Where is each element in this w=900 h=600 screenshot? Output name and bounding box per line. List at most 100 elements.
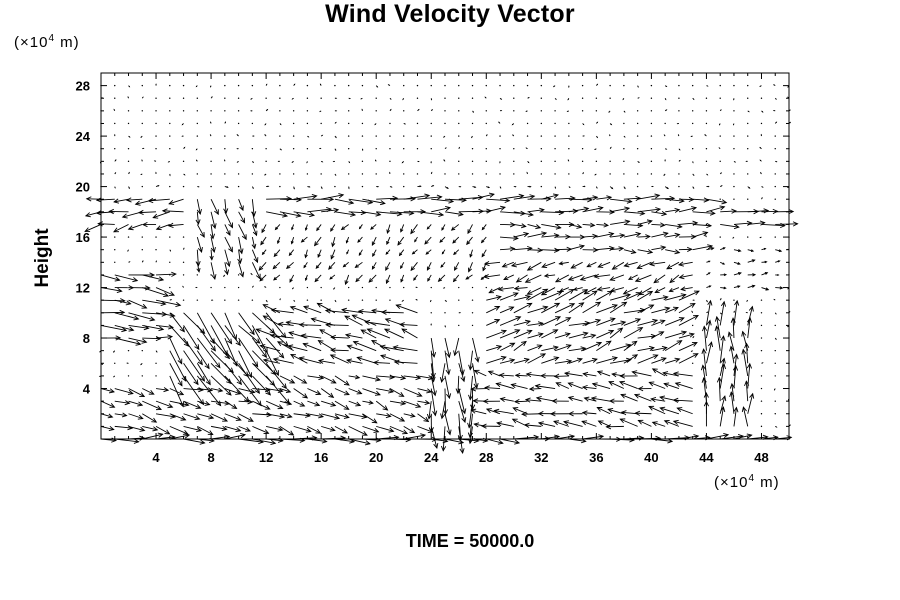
wind-vector bbox=[393, 346, 418, 352]
vector-arrowhead bbox=[494, 306, 501, 311]
wind-vector bbox=[486, 345, 502, 352]
vector-arrowhead bbox=[692, 187, 695, 190]
vector-arrowhead bbox=[215, 362, 221, 369]
vector-dot bbox=[114, 84, 116, 87]
wind-vector bbox=[513, 302, 532, 314]
vector-arrowhead bbox=[361, 413, 368, 419]
wind-vector bbox=[559, 287, 570, 292]
vector-arrowhead bbox=[334, 414, 341, 420]
wind-vector bbox=[620, 418, 638, 427]
vector-arrowhead bbox=[537, 247, 544, 253]
wind-vector bbox=[412, 249, 418, 255]
wind-vector bbox=[210, 375, 232, 396]
vector-arrowhead bbox=[634, 410, 641, 416]
wind-vector bbox=[329, 274, 336, 280]
vector-arrowhead bbox=[267, 185, 270, 188]
vector-arrowhead bbox=[487, 370, 494, 376]
vector-arrowhead bbox=[663, 174, 665, 177]
vector-arrowhead bbox=[720, 300, 727, 307]
vector-dot bbox=[320, 286, 322, 289]
wind-vector bbox=[666, 261, 680, 270]
wind-vector bbox=[541, 291, 563, 301]
vector-arrowhead bbox=[446, 429, 452, 436]
vector-arrowhead bbox=[178, 390, 185, 396]
vector-dot bbox=[554, 122, 556, 125]
vector-arrowhead bbox=[610, 146, 612, 149]
vector-arrowhead bbox=[608, 329, 615, 335]
vector-dot bbox=[568, 173, 570, 175]
vector-arrowhead bbox=[457, 211, 464, 217]
wind-vector bbox=[142, 400, 162, 410]
vector-arrowhead bbox=[303, 265, 307, 269]
vector-arrowhead bbox=[626, 357, 632, 363]
vector-arrowhead bbox=[101, 363, 104, 365]
vector-arrowhead bbox=[551, 398, 558, 404]
wind-vector bbox=[114, 198, 129, 203]
vector-arrowhead bbox=[651, 421, 658, 427]
wind-vector bbox=[678, 222, 698, 225]
y-tick-label: 4 bbox=[83, 382, 91, 397]
wind-vector bbox=[100, 400, 115, 408]
vector-arrowhead bbox=[789, 424, 791, 426]
vector-arrowhead bbox=[430, 372, 436, 379]
x-tick-label: 12 bbox=[259, 450, 273, 465]
vector-dot bbox=[127, 160, 130, 163]
wind-vector bbox=[469, 413, 473, 438]
wind-vector bbox=[334, 198, 354, 204]
wind-vector bbox=[527, 322, 543, 326]
wind-vector bbox=[623, 354, 638, 364]
vector-dot bbox=[210, 286, 212, 289]
vector-arrowhead bbox=[278, 352, 285, 359]
wind-vector bbox=[155, 299, 181, 306]
vector-dot bbox=[292, 173, 295, 175]
vector-arrowhead bbox=[311, 193, 318, 200]
vector-arrowhead bbox=[410, 413, 416, 418]
wind-vector bbox=[321, 400, 336, 407]
vector-arrowhead bbox=[680, 286, 686, 292]
vector-arrowhead bbox=[426, 226, 430, 230]
vector-arrowhead bbox=[592, 195, 599, 201]
vector-arrowhead bbox=[258, 265, 264, 271]
vector-arrowhead bbox=[482, 398, 489, 404]
vector-arrowhead bbox=[400, 278, 404, 283]
vector-dot bbox=[182, 97, 185, 99]
wind-vector bbox=[747, 259, 755, 263]
wind-vector bbox=[330, 249, 336, 259]
vector-arrowhead bbox=[124, 400, 131, 406]
vector-arrowhead bbox=[109, 403, 116, 408]
vector-arrowhead bbox=[777, 260, 781, 263]
vector-dot bbox=[513, 97, 515, 99]
vector-dot bbox=[691, 148, 694, 150]
wind-vector bbox=[334, 413, 349, 418]
wind-vector bbox=[128, 425, 145, 431]
vector-arrowhead bbox=[310, 317, 317, 323]
vector-arrowhead bbox=[663, 382, 670, 388]
vector-arrowhead bbox=[164, 429, 171, 435]
wind-vector bbox=[197, 388, 213, 391]
vector-dot bbox=[224, 110, 226, 112]
vector-arrowhead bbox=[569, 303, 576, 308]
wind-vector bbox=[169, 325, 189, 347]
vector-dot bbox=[760, 299, 763, 301]
vector-arrowhead bbox=[608, 398, 615, 404]
wind-vector bbox=[380, 345, 404, 352]
wind-vector bbox=[703, 326, 707, 351]
wind-vector bbox=[665, 294, 686, 301]
vector-arrowhead bbox=[627, 275, 633, 280]
vector-dot bbox=[581, 97, 584, 99]
wind-vector bbox=[275, 224, 281, 230]
vector-arrowhead bbox=[706, 300, 708, 303]
wind-vector bbox=[706, 198, 727, 203]
vector-dot bbox=[568, 148, 570, 150]
wind-vector bbox=[527, 209, 544, 213]
wind-vector bbox=[559, 261, 569, 265]
vector-arrowhead bbox=[470, 404, 476, 411]
vector-dot bbox=[306, 84, 309, 87]
vector-dot bbox=[733, 173, 735, 175]
vector-arrowhead bbox=[439, 377, 445, 383]
vector-arrowhead bbox=[744, 342, 750, 349]
vector-arrowhead bbox=[509, 246, 516, 252]
vector-dot bbox=[636, 110, 639, 112]
vector-dot bbox=[747, 122, 749, 125]
vector-dot bbox=[347, 84, 350, 87]
